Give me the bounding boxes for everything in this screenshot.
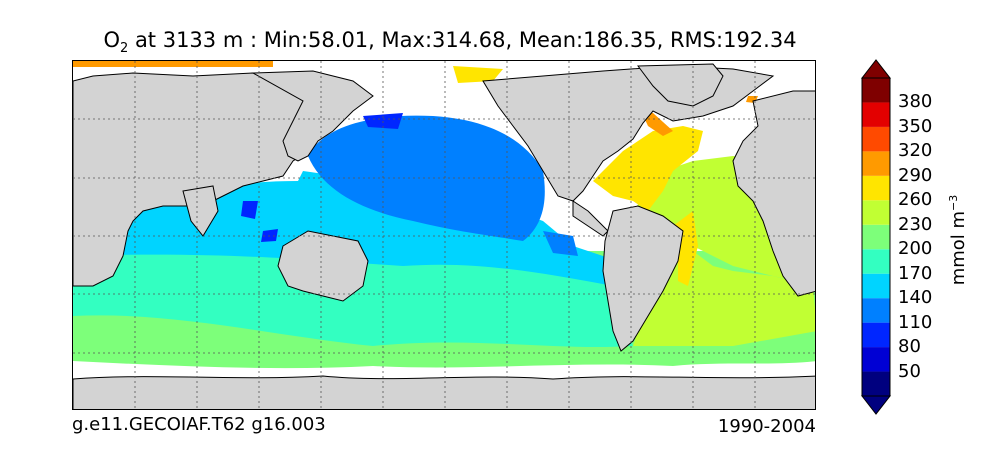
labrador-sea-region bbox=[641, 111, 673, 136]
colorbar bbox=[860, 59, 892, 415]
colorbar-tick-label: 140 bbox=[898, 287, 933, 309]
graticule bbox=[73, 61, 815, 409]
colorbar-frame bbox=[861, 77, 891, 397]
title-text: at 3133 m : Min:58.01, Max:314.68, Mean:… bbox=[134, 28, 797, 52]
arctic-yellow-patch bbox=[453, 66, 503, 83]
colorbar-segment bbox=[862, 371, 890, 396]
colorbar-tick-label: 110 bbox=[898, 311, 933, 333]
colorbar-tick-label: 80 bbox=[898, 336, 921, 358]
colorbar-tick-label: 350 bbox=[898, 115, 933, 137]
colorbar-tick-label: 290 bbox=[898, 164, 933, 186]
colorbar-tick-label: 380 bbox=[898, 91, 933, 113]
units-text: mmol m bbox=[948, 210, 969, 286]
colorbar-segment bbox=[862, 249, 890, 274]
units-exponent: −3 bbox=[947, 194, 960, 211]
title-symbol: O bbox=[103, 28, 120, 52]
south-america bbox=[602, 205, 684, 352]
colorbar-units-label: mmol m−3 bbox=[947, 195, 969, 286]
colorbar-tick-label: 200 bbox=[898, 238, 933, 260]
colorbar-min-arrow bbox=[860, 395, 892, 415]
colorbar-segment bbox=[862, 224, 890, 250]
indonesia-patch-2 bbox=[261, 229, 278, 242]
colorbar-segment bbox=[862, 151, 890, 176]
case-name-label: g.e11.GECOIAF.T62 g16.003 bbox=[72, 414, 326, 435]
central-america bbox=[572, 200, 609, 237]
colorbar-tick-label: 320 bbox=[898, 140, 933, 162]
colorbar-segment bbox=[862, 126, 890, 152]
colorbar-segment bbox=[862, 298, 890, 323]
years-label: 1990-2004 bbox=[717, 416, 816, 437]
colorbar-segment bbox=[862, 200, 890, 225]
east-asia bbox=[251, 70, 374, 162]
colorbar-segment bbox=[862, 322, 890, 348]
colorbar-segment bbox=[862, 273, 890, 299]
colorbar-segment bbox=[862, 175, 890, 201]
map-svg bbox=[73, 61, 815, 409]
map-title: O2 at 3133 m : Min:58.01, Max:314.68, Me… bbox=[0, 28, 900, 56]
colorbar-tick-label: 50 bbox=[898, 360, 921, 382]
colorbar-segment bbox=[862, 78, 890, 103]
india bbox=[182, 185, 219, 237]
colorbar-max-arrow bbox=[860, 59, 892, 79]
colorbar-segments bbox=[862, 78, 890, 396]
colorbar-tick-label: 230 bbox=[898, 213, 933, 235]
colorbar-tick-label: 260 bbox=[898, 189, 933, 211]
title-subscript: 2 bbox=[119, 41, 129, 57]
colorbar-segment bbox=[862, 347, 890, 372]
map-panel bbox=[72, 60, 816, 410]
greenland bbox=[637, 63, 724, 107]
indonesia-patch-1 bbox=[241, 201, 258, 219]
arctic-orange-band bbox=[73, 61, 273, 67]
north-pacific-region bbox=[308, 115, 545, 241]
antarctica bbox=[73, 375, 815, 409]
australia bbox=[277, 230, 369, 302]
colorbar-tick-label: 170 bbox=[898, 262, 933, 284]
north-atlantic-region bbox=[593, 126, 703, 211]
colorbar-segment bbox=[862, 102, 890, 127]
